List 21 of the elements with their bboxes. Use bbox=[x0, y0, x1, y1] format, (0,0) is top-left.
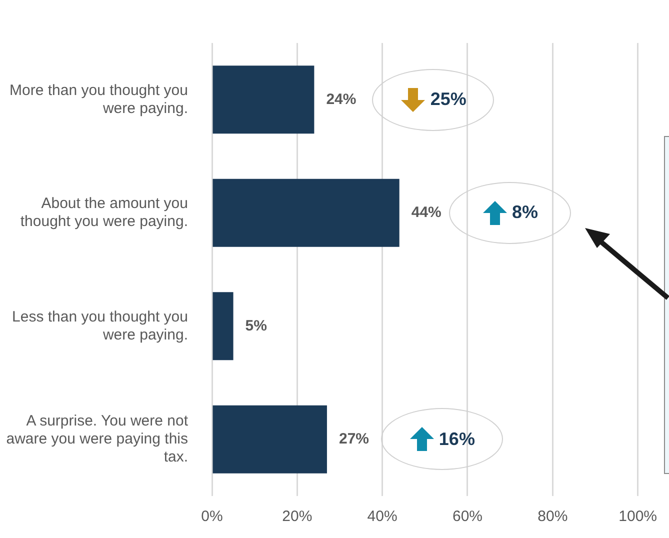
data-label: 27% bbox=[338, 430, 369, 448]
data-label: 5% bbox=[245, 317, 267, 334]
x-tick-label: 20% bbox=[282, 508, 312, 526]
bar bbox=[212, 292, 234, 360]
y-tick-label: More than you thought you were paying. bbox=[10, 82, 188, 117]
bar bbox=[212, 178, 400, 247]
x-tick-label: 100% bbox=[618, 508, 658, 526]
x-tick-label: 0% bbox=[201, 508, 223, 526]
x-tick-label: 40% bbox=[367, 508, 398, 526]
annotation: 25% bbox=[430, 89, 466, 110]
x-tick-label: 80% bbox=[538, 508, 568, 526]
bar bbox=[212, 405, 327, 474]
data-label: 24% bbox=[326, 90, 356, 108]
y-tick-label: Less than you thought you were paying. bbox=[12, 308, 188, 344]
bar bbox=[212, 66, 314, 134]
annotation: 8% bbox=[512, 202, 538, 224]
x-tick-label: 60% bbox=[452, 508, 483, 526]
y-tick-label: About the amount you thought you were paying. bbox=[20, 195, 188, 230]
data-label: 44% bbox=[411, 204, 442, 222]
annotation: 16% bbox=[438, 428, 475, 450]
y-tick-label: A surprise. You were not aware you were paying this tax. bbox=[6, 412, 189, 466]
